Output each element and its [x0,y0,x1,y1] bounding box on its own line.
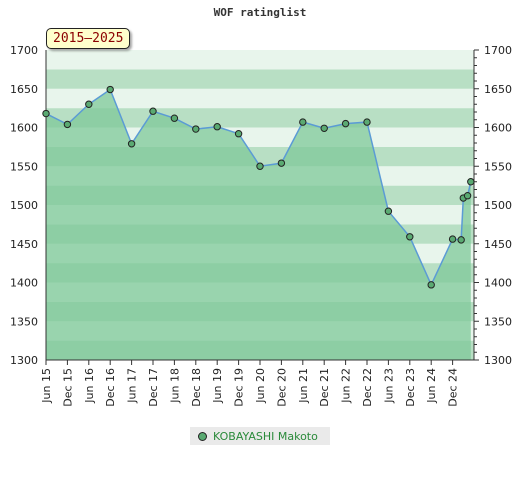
data-point[interactable] [427,281,435,289]
data-point[interactable] [192,125,200,133]
data-point[interactable] [406,233,414,241]
data-point[interactable] [63,120,72,129]
area-fill [46,89,471,361]
y-axis-left: 1300 1350 1400 1450 1500 1550 1600 1650 1700 [10,44,38,367]
x-tick-label: Dec 23 [404,368,417,407]
data-point[interactable] [106,85,114,94]
y-tick-label-left: 1300 [10,354,38,367]
date-range-badge: 2015–2025 [46,28,131,49]
data-point[interactable] [448,235,457,243]
y-tick-label-right: 1650 [484,83,512,96]
chart-title: WOF ratinglist [213,6,307,19]
legend-marker [198,431,207,441]
data-point[interactable] [363,118,371,126]
data-point[interactable] [463,192,472,200]
y-tick-label-right: 1300 [484,354,512,367]
grid-band [46,69,474,89]
y-axis-right: 1300 1350 1400 1450 1500 1550 1600 1650 1700 [474,44,512,367]
grid-band [46,50,474,70]
x-tick-label: Dec 21 [318,368,331,407]
y-tick-label-right: 1400 [484,277,512,290]
x-tick-label: Jun 19 [211,368,224,404]
x-tick-label: Jun 20 [254,368,267,404]
x-tick-label: Dec 15 [61,368,74,407]
y-tick-label-left: 1450 [10,238,38,251]
x-tick-label: Dec 19 [233,368,246,407]
data-point[interactable] [42,109,50,118]
y-tick-label-left: 1650 [10,83,38,96]
x-tick-label: Dec 18 [190,368,203,407]
y-tick-label-left: 1400 [10,277,38,290]
data-point[interactable] [256,162,264,170]
x-tick-label: Dec 16 [104,368,117,407]
legend[interactable]: KOBAYASHI Makoto [190,427,330,445]
data-point[interactable] [277,159,286,167]
x-tick-label: Jun 17 [126,368,139,404]
y-tick-label-left: 1550 [10,160,38,173]
data-point[interactable] [149,107,157,115]
series-points [42,85,475,289]
y-tick-label-right: 1600 [484,122,512,135]
y-tick-label-right: 1700 [484,44,512,57]
x-tick-label: Dec 20 [275,368,288,407]
x-tick-label: Jun 18 [168,368,181,404]
data-point[interactable] [467,178,475,186]
y-tick-label-left: 1350 [10,315,38,328]
data-point[interactable] [127,140,136,148]
data-point[interactable] [320,124,328,132]
x-tick-label: Jun 16 [83,368,96,404]
data-point[interactable] [341,119,350,128]
data-point[interactable] [384,207,393,215]
legend-label: KOBAYASHI Makoto [213,429,318,443]
y-tick-label-right: 1500 [484,199,512,212]
data-point[interactable] [299,118,307,126]
x-tick-label: Dec 22 [361,368,374,407]
data-point[interactable] [85,100,93,108]
y-tick-label-right: 1550 [484,160,512,173]
x-axis: Jun 15 Dec 15 Jun 16 Dec 16 Jun 17 Dec 17 Jun … [40,360,460,407]
x-tick-label: Jun 21 [297,368,310,404]
area-fill-shape [46,89,471,361]
y-tick-label-right: 1450 [484,238,512,251]
x-tick-label: Jun 23 [382,368,395,404]
x-tick-label: Jun 24 [425,368,438,404]
grid-band [46,88,474,109]
x-tick-label: Dec 17 [147,368,160,407]
data-point[interactable] [170,114,179,122]
data-point[interactable] [457,236,465,244]
data-point[interactable] [234,130,243,138]
x-tick-label: Jun 22 [340,368,353,404]
data-point[interactable] [213,123,221,131]
x-tick-label: Dec 24 [447,368,460,407]
y-tick-label-right: 1350 [484,315,512,328]
y-tick-label-left: 1700 [10,44,38,57]
y-tick-label-left: 1500 [10,199,38,212]
y-tick-label-left: 1600 [10,122,38,135]
x-tick-label: Jun 15 [40,368,53,404]
